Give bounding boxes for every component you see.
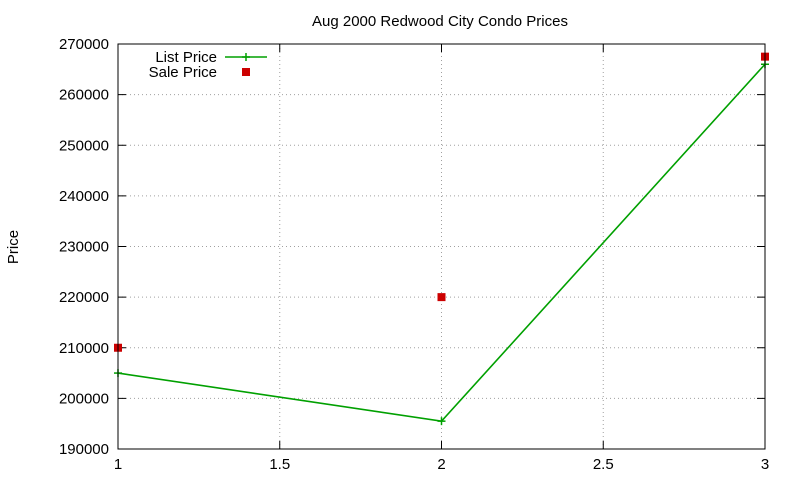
y-tick-label: 250000 (59, 137, 109, 154)
sale-price-point (438, 293, 446, 301)
y-tick-label: 220000 (59, 289, 109, 306)
y-tick-label: 240000 (59, 188, 109, 205)
y-tick-label: 200000 (59, 390, 109, 407)
legend-marker-sale-price (242, 68, 250, 76)
x-tick-label: 1 (114, 456, 122, 473)
x-tick-label: 3 (761, 456, 769, 473)
y-tick-label: 270000 (59, 36, 109, 53)
y-tick-label: 190000 (59, 441, 109, 458)
legend-marker-list-price (242, 53, 250, 61)
chart-title: Aug 2000 Redwood City Condo Prices (312, 13, 568, 30)
x-tick-label: 2.5 (593, 456, 614, 473)
y-axis-label: Price (5, 230, 22, 264)
y-tick-label: 210000 (59, 340, 109, 357)
y-tick-label: 230000 (59, 239, 109, 256)
x-tick-label: 2 (437, 456, 445, 473)
y-tick-label: 260000 (59, 87, 109, 104)
x-tick-label: 1.5 (269, 456, 290, 473)
legend-label-sale-price: Sale Price (149, 64, 217, 81)
axis-ticks: 190000 200000 210000 220000 230000 240000 2500… (59, 36, 769, 473)
list-price-line (118, 64, 765, 421)
